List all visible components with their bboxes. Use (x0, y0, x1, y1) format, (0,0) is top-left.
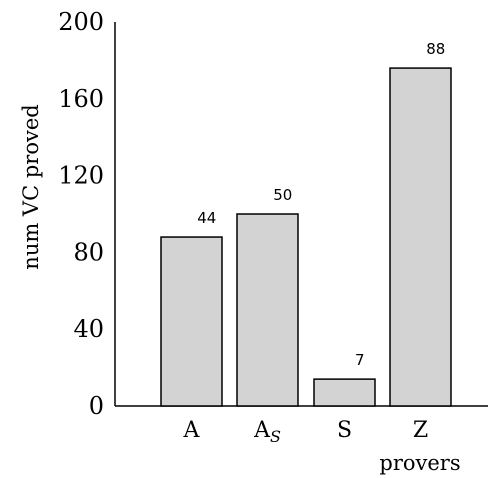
bar-value-label: 44 (197, 209, 216, 227)
y-tick-label: 120 (58, 162, 104, 190)
y-tick-labels: 0 40 80 120 160 200 (58, 8, 104, 420)
y-tick-label: 0 (89, 392, 104, 420)
bar-a (160, 236, 223, 407)
y-tick-label: 160 (58, 85, 104, 113)
x-category-label: A (183, 418, 201, 443)
bar-value-label: 88 (426, 40, 445, 58)
x-category-label: AS (253, 418, 281, 446)
y-axis-title: num VC proved (19, 104, 43, 269)
category-label-main: S (337, 418, 352, 443)
bar-s (313, 378, 376, 407)
category-labels: A AS S Z (183, 418, 429, 446)
y-tick-label: 80 (73, 238, 104, 266)
category-label-main: A (253, 418, 271, 443)
data-labels: 44 50 7 88 (197, 40, 445, 369)
x-category-label: S (337, 418, 352, 443)
category-label-subscript: S (270, 427, 281, 446)
bar-value-label: 7 (355, 351, 365, 369)
category-label-main: Z (413, 418, 428, 443)
y-tick-label: 200 (58, 8, 104, 36)
bar-a-s (236, 213, 299, 407)
bars (160, 67, 452, 407)
x-category-label: Z (413, 418, 428, 443)
y-tick-label: 40 (73, 315, 104, 343)
bar-value-label: 50 (273, 186, 292, 204)
x-axis-title: provers (379, 451, 460, 475)
category-label-main: A (183, 418, 201, 443)
bar-z (389, 67, 452, 407)
